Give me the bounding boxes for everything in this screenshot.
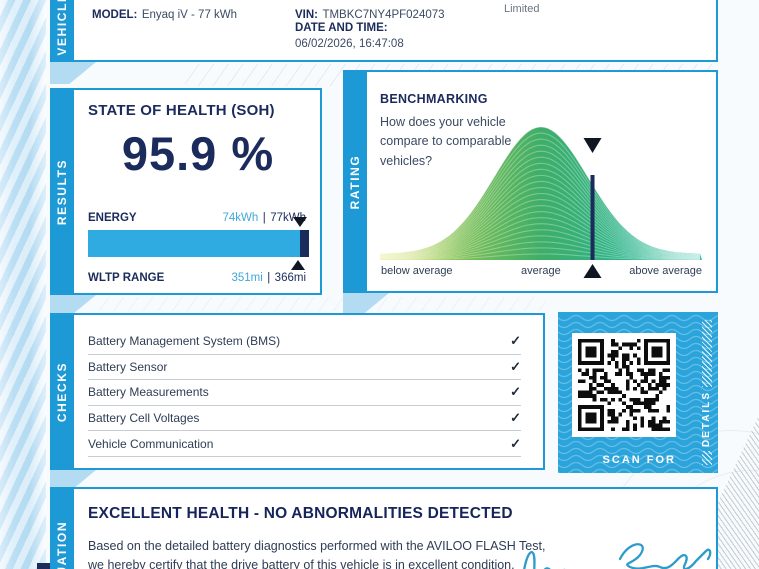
background-hatch [95, 297, 545, 311]
signature [523, 543, 712, 569]
evaluation-tab-label: EVALUATION [55, 520, 69, 569]
check-item-label: Battery Measurements [88, 385, 209, 400]
results-tab-label: RESULTS [55, 158, 69, 225]
benchmark-axis-labels: below average average above average [381, 265, 702, 277]
check-item-label: Battery Management System (BMS) [88, 334, 281, 349]
wltp-values: 351mi | 366mi [231, 268, 306, 286]
qr-code [578, 339, 670, 431]
soh-value: 95.9 % [121, 127, 275, 180]
check-icon: ✓ [510, 358, 521, 374]
wltp-row: WLTP RANGE 351mi | 366mi [88, 268, 306, 286]
energy-current: 74kWh [222, 212, 259, 224]
marker-down-icon [583, 138, 602, 153]
model-value: Enyaq iV - 77 kWh [141, 9, 238, 21]
soh-bar [88, 217, 309, 270]
evaluation-tab: EVALUATION [50, 487, 74, 569]
qr-panel: SCAN FOR DETAILS [558, 312, 718, 473]
benchmark-subtitle: How does your vehicle compare to compara… [380, 115, 512, 168]
model-label: MODEL: [92, 9, 138, 21]
check-item: Battery Sensor ✓ [88, 355, 521, 381]
divider: | [267, 272, 271, 284]
benchmark-title: BENCHMARKING [380, 92, 488, 106]
divider: | [262, 212, 266, 224]
left-decor-band [0, 0, 46, 569]
soh-bar-remainder [300, 230, 309, 257]
check-icon: ✓ [510, 384, 521, 400]
results-panel: RESULTS STATE OF HEALTH (SOH) 95.9 % ENE… [50, 88, 322, 295]
check-item-label: Battery Sensor [88, 359, 168, 374]
check-item: Vehicle Communication ✓ [88, 431, 521, 457]
check-item: Battery Measurements ✓ [88, 380, 521, 406]
qr-frame [572, 333, 676, 437]
check-item: Battery Cell Voltages ✓ [88, 406, 521, 432]
soh-marker-up-icon [291, 260, 306, 270]
check-icon: ✓ [510, 333, 521, 349]
check-icon: ✓ [510, 410, 521, 426]
check-item: Battery Management System (BMS) ✓ [88, 329, 521, 355]
wltp-label: WLTP RANGE [88, 272, 165, 284]
checks-tab: CHECKS [50, 313, 74, 470]
results-tab: RESULTS [50, 88, 74, 295]
energy-row: ENERGY 74kWh | 77kWh [88, 208, 306, 226]
rating-tab-label: RATING [348, 154, 362, 209]
soh-marker-down-icon [293, 217, 308, 227]
details-column: DETAILS [699, 320, 714, 465]
checks-tab-label: CHECKS [55, 361, 69, 422]
wltp-total: 366mi [274, 272, 306, 284]
details-label: DETAILS [701, 390, 712, 447]
wltp-current: 351mi [231, 272, 263, 284]
evaluation-body: Based on the detailed battery diagnostic… [88, 539, 546, 569]
issuer-fragment: Limited [504, 3, 540, 15]
rating-panel: RATING BENCHMARKING How does your vehicl… [343, 70, 718, 293]
benchmark-distribution-chart [379, 126, 702, 278]
axis-label-below-average: below average [381, 265, 453, 277]
evaluation-panel: EVALUATION EXCELLENT HEALTH - NO ABNORMA… [50, 487, 718, 569]
vin-row: VIN: TMBKC7NY4PF024073 [295, 5, 445, 23]
vin-label: VIN: [295, 9, 318, 21]
datetime-value: 06/02/2026, 16:47:08 [295, 38, 404, 50]
checks-panel: CHECKS Battery Management System (BMS) ✓ B… [50, 313, 545, 470]
checks-list: Battery Management System (BMS) ✓ Battery … [88, 329, 521, 457]
hatch-marks-icon [701, 451, 712, 465]
evaluation-title: EXCELLENT HEALTH - NO ABNORMALITIES DETE… [88, 505, 513, 522]
marker-up-icon [583, 264, 602, 278]
ribbon-fold [50, 62, 96, 84]
soh-title: STATE OF HEALTH (SOH) [88, 102, 275, 119]
vin-value: TMBKC7NY4PF024073 [322, 9, 445, 21]
energy-label: ENERGY [88, 212, 137, 224]
axis-label-average: average [521, 265, 561, 277]
axis-label-above-average: above average [629, 265, 702, 277]
hatch-marks-icon [701, 320, 712, 387]
vehicle-tab: VEHICLE [50, 0, 74, 62]
vehicle-tab-label: VEHICLE [55, 0, 69, 56]
scan-for-label: SCAN FOR [602, 454, 676, 466]
check-icon: ✓ [510, 435, 521, 451]
vehicle-panel: VEHICLE MODEL: Enyaq iV - 77 kWh VIN: TM… [50, 0, 718, 62]
datetime-label: DATE AND TIME: [295, 22, 388, 34]
check-item-label: Vehicle Communication [88, 436, 214, 451]
rating-tab: RATING [343, 70, 367, 293]
model-row: MODEL: Enyaq iV - 77 kWh [92, 5, 237, 23]
check-item-label: Battery Cell Voltages [88, 411, 200, 426]
